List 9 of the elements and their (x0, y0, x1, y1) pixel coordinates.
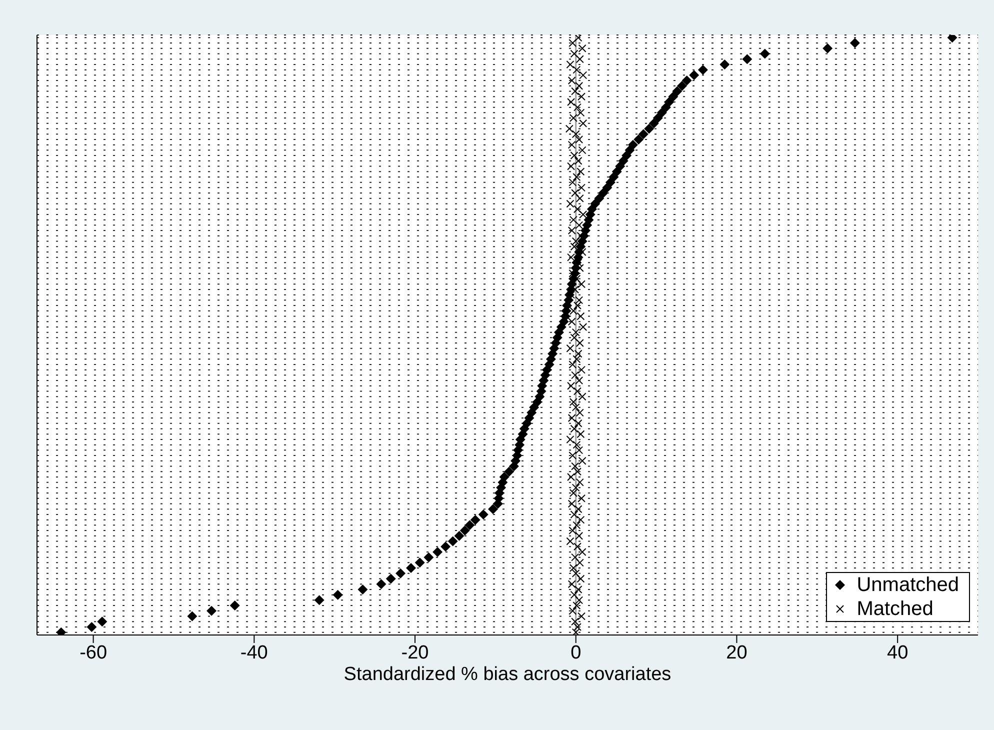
x-tick-label: -40 (240, 642, 268, 664)
x-tick-label: -20 (401, 642, 429, 664)
x-tick-label: -60 (80, 642, 108, 664)
legend-label: Matched (856, 597, 934, 621)
x-axis-title: Standardized % bias across covariates (344, 664, 672, 685)
legend-label: Unmatched (856, 573, 959, 597)
x-tick-label: 20 (726, 642, 748, 664)
x-tick-label: 40 (887, 642, 908, 664)
x-tick-label: 0 (570, 642, 582, 664)
